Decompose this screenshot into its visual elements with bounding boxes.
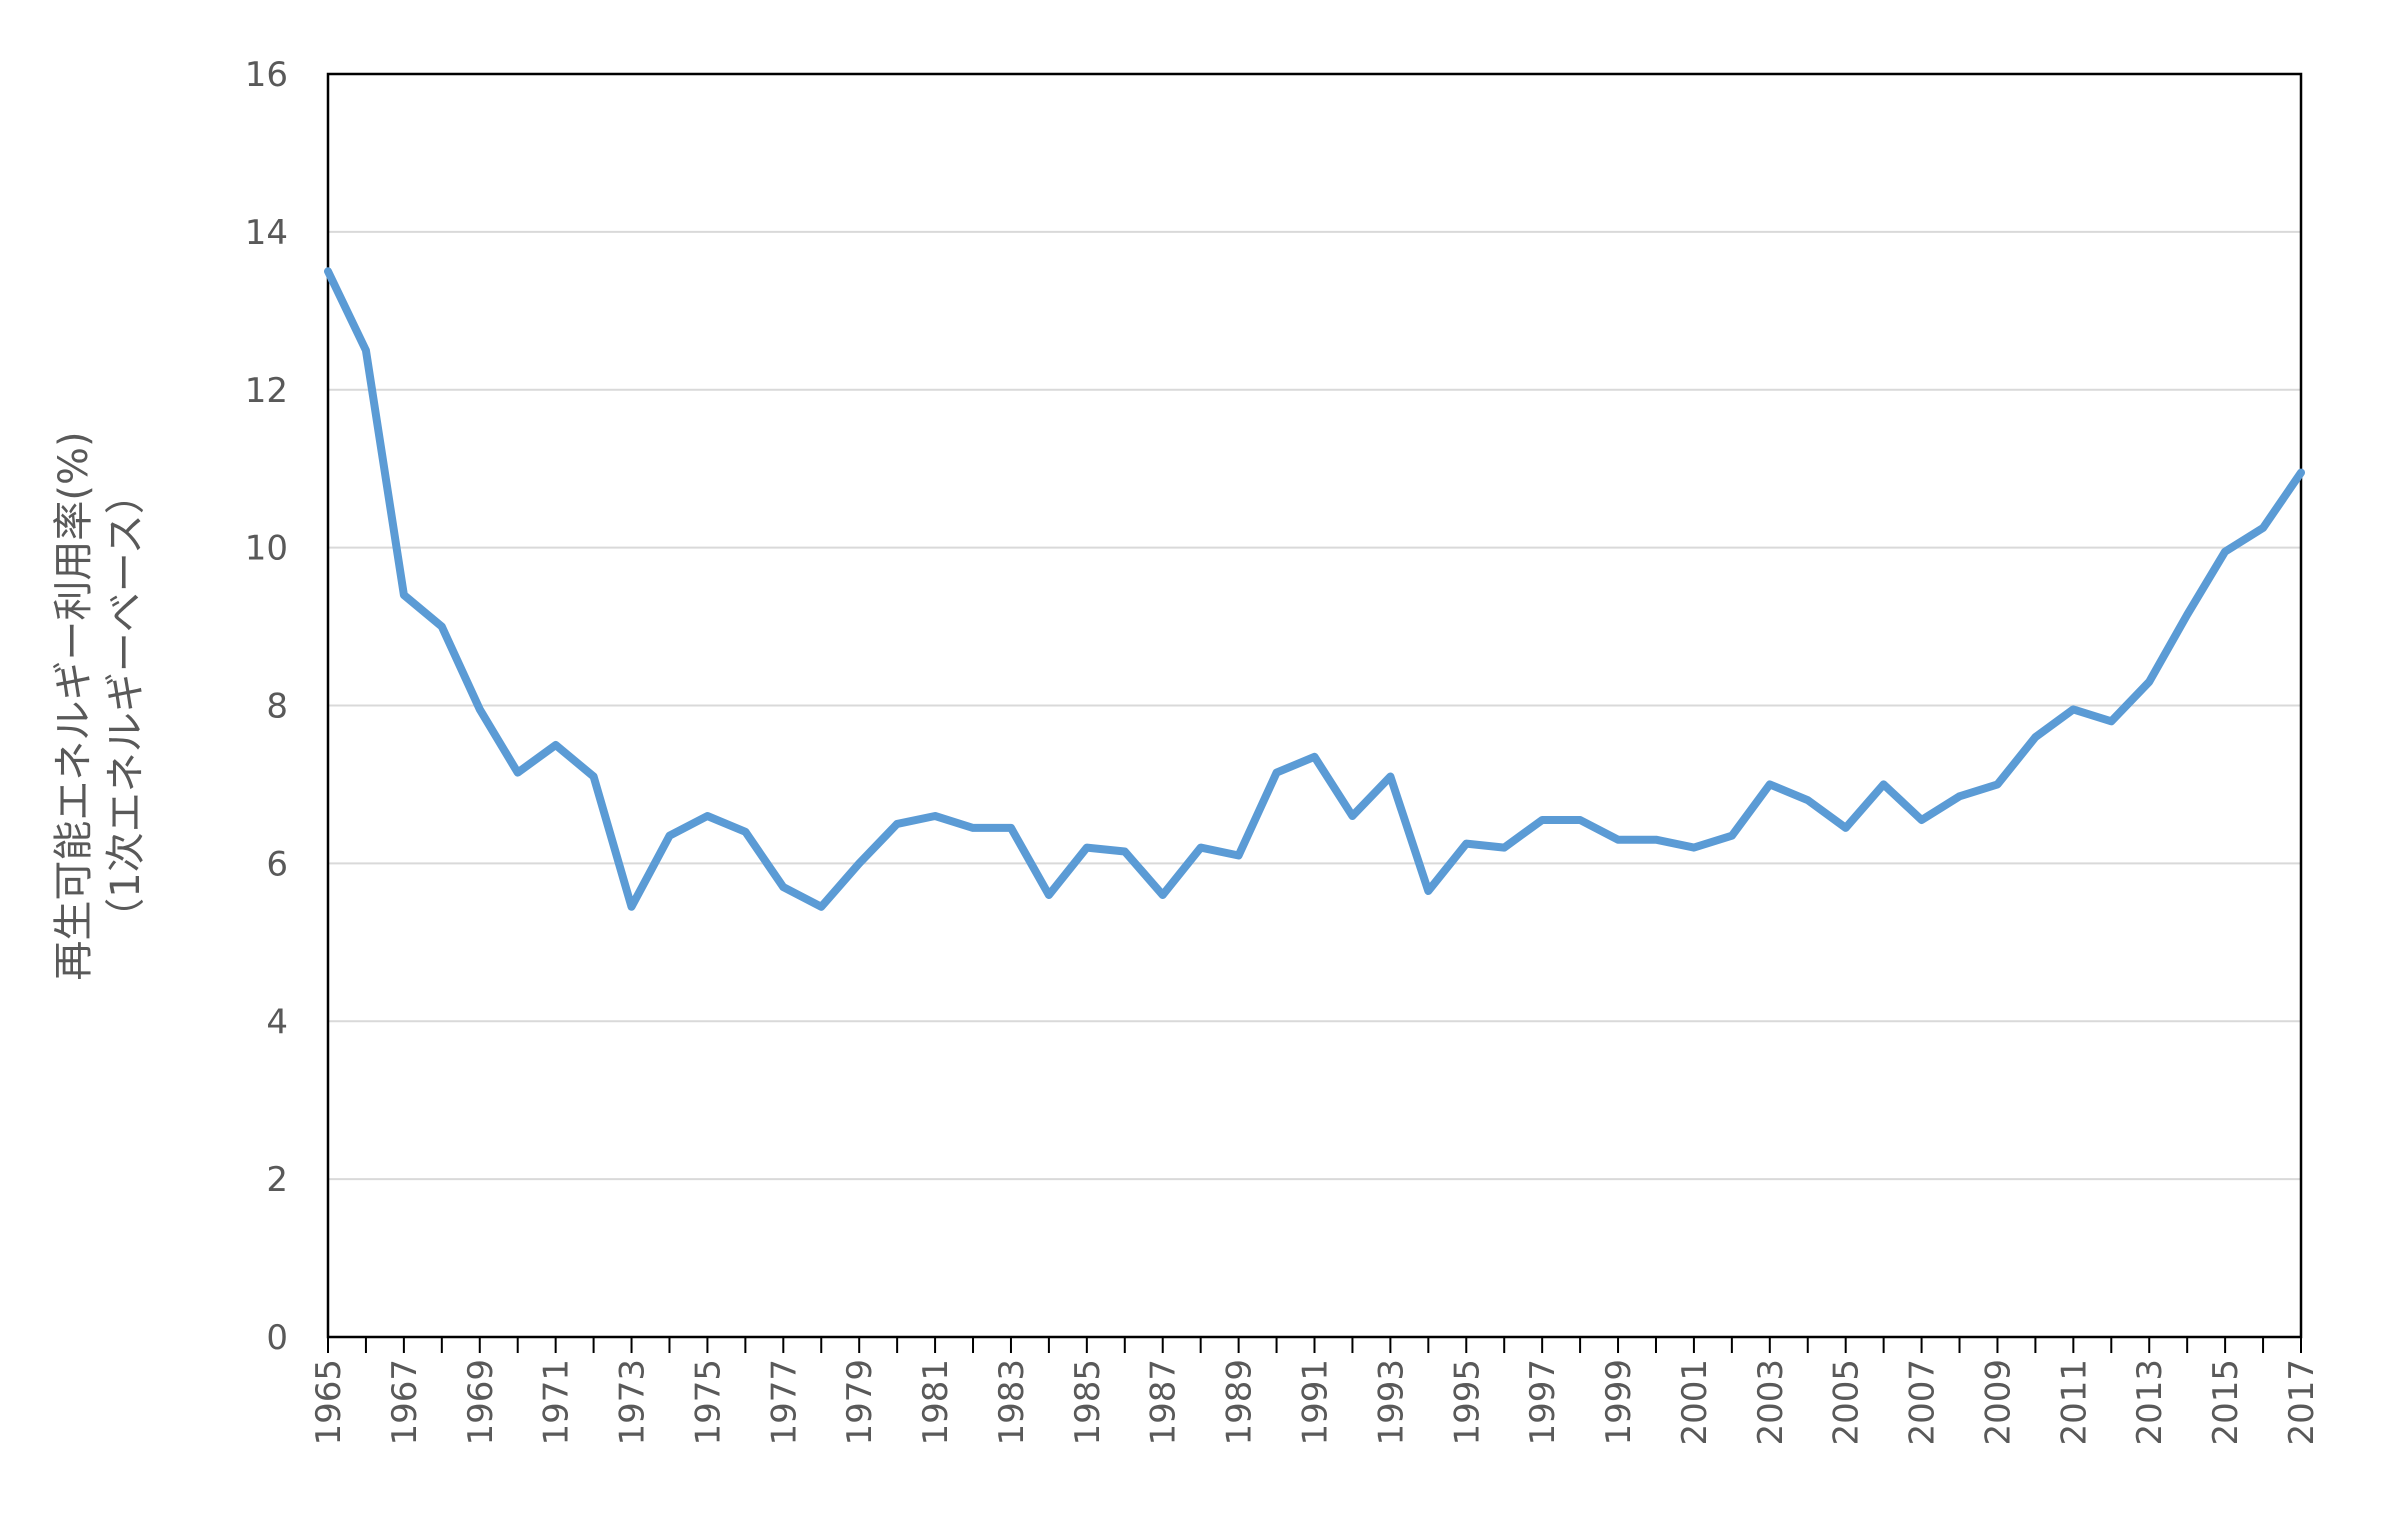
y-tick-label: 10 <box>245 529 288 569</box>
y-tick-label: 8 <box>266 687 288 727</box>
x-tick-label: 1983 <box>992 1359 1032 1446</box>
data-point-1966 <box>362 347 369 354</box>
x-tick-label: 2001 <box>1675 1359 1715 1446</box>
data-point-1970 <box>514 769 521 776</box>
x-tick-label: 1999 <box>1599 1359 1639 1446</box>
x-tick-label: 1995 <box>1447 1359 1487 1446</box>
y-axis-title-line-1: 再生可能エネルギー利用率(%) <box>51 431 97 980</box>
data-point-1981 <box>932 813 939 820</box>
data-point-2016 <box>2260 524 2267 531</box>
x-tick-label: 2007 <box>1903 1359 1943 1446</box>
data-point-1975 <box>704 813 711 820</box>
y-axis-title: 再生可能エネルギー利用率(%) （1次エネルギーベース） <box>51 431 149 980</box>
data-point-1976 <box>742 828 749 835</box>
y-tick-label: 16 <box>245 55 288 95</box>
data-point-1987 <box>1159 891 1166 898</box>
y-tick-label: 14 <box>245 213 288 253</box>
y-tick-label: 12 <box>245 371 288 411</box>
data-point-2002 <box>1728 832 1735 839</box>
data-point-1969 <box>476 706 483 713</box>
data-point-1993 <box>1387 773 1394 780</box>
data-point-2015 <box>2222 548 2229 555</box>
x-tick-label: 1997 <box>1523 1359 1563 1446</box>
data-point-1982 <box>970 824 977 831</box>
data-point-2007 <box>1918 816 1925 823</box>
x-tick-label: 1969 <box>461 1359 501 1446</box>
data-point-1991 <box>1311 753 1318 760</box>
x-tick-label: 2017 <box>2282 1359 2322 1446</box>
data-point-1994 <box>1425 888 1432 895</box>
series-line <box>324 267 2305 911</box>
data-point-1973 <box>628 903 635 910</box>
data-point-2000 <box>1652 836 1659 843</box>
data-point-1990 <box>1273 769 1280 776</box>
x-tick-label: 1977 <box>764 1359 804 1446</box>
data-point-1974 <box>666 832 673 839</box>
data-point-1972 <box>590 773 597 780</box>
x-tick-label: 1975 <box>688 1359 728 1446</box>
data-point-1997 <box>1539 816 1546 823</box>
x-tick-label: 1965 <box>309 1359 349 1446</box>
x-tick-label: 1985 <box>1068 1359 1108 1446</box>
x-tick-label: 2011 <box>2054 1359 2094 1446</box>
x-tick-label: 2003 <box>1751 1359 1791 1446</box>
data-point-1971 <box>552 741 559 748</box>
x-tick-label: 1993 <box>1371 1359 1411 1446</box>
x-tick-label: 1989 <box>1220 1359 1260 1446</box>
data-point-1967 <box>400 591 407 598</box>
data-point-2006 <box>1880 781 1887 788</box>
data-point-1999 <box>1615 836 1622 843</box>
data-point-1989 <box>1235 852 1242 859</box>
y-tick-label: 6 <box>266 844 288 884</box>
data-point-1977 <box>780 884 787 891</box>
data-point-2011 <box>2070 706 2077 713</box>
x-axis-tick-labels: 1965 1967 1969 1971 1973 1975 1977 1979 1981 1983… <box>309 1359 2322 1446</box>
data-point-1988 <box>1197 844 1204 851</box>
x-tick-label: 2005 <box>1827 1359 1867 1446</box>
series-layer <box>324 267 2305 911</box>
y-tick-label: 2 <box>266 1160 288 1200</box>
data-point-2008 <box>1956 793 1963 800</box>
data-point-1980 <box>894 820 901 827</box>
data-point-2005 <box>1842 824 1849 831</box>
data-point-2004 <box>1804 797 1811 804</box>
y-axis-title-line-2: （1次エネルギーベース） <box>103 474 149 937</box>
x-tick-label: 2009 <box>1978 1359 2018 1446</box>
data-point-2012 <box>2108 718 2115 725</box>
gridlines <box>328 230 2301 1181</box>
data-point-2009 <box>1994 781 2001 788</box>
x-tick-label: 1971 <box>537 1359 577 1446</box>
x-tick-label: 1991 <box>1296 1359 1336 1446</box>
data-point-1968 <box>438 623 445 630</box>
x-tick-label: 2013 <box>2130 1359 2170 1446</box>
x-tick-label: 2015 <box>2206 1359 2246 1446</box>
x-tick-label: 1967 <box>385 1359 425 1446</box>
data-point-2014 <box>2184 611 2191 618</box>
data-point-2001 <box>1690 844 1697 851</box>
y-tick-label: 4 <box>266 1002 288 1042</box>
y-axis-tick-labels: 0 2 4 6 8 10 12 14 16 <box>245 55 288 1358</box>
data-point-1986 <box>1121 848 1128 855</box>
x-tick-label: 1973 <box>613 1359 653 1446</box>
x-tick-label: 1979 <box>840 1359 880 1446</box>
x-axis-ticks <box>327 1337 2302 1353</box>
data-point-1978 <box>818 903 825 910</box>
data-point-2003 <box>1766 781 1773 788</box>
data-point-1979 <box>856 860 863 867</box>
data-point-1992 <box>1349 813 1356 820</box>
x-tick-label: 1987 <box>1144 1359 1184 1446</box>
data-point-1998 <box>1577 816 1584 823</box>
data-point-1985 <box>1083 844 1090 851</box>
data-point-1965 <box>325 268 331 275</box>
data-point-1996 <box>1501 844 1508 851</box>
data-point-1984 <box>1045 891 1052 898</box>
data-point-1995 <box>1463 840 1470 847</box>
y-tick-label: 0 <box>266 1318 288 1358</box>
data-point-1983 <box>1007 824 1014 831</box>
x-tick-label: 1981 <box>916 1359 956 1446</box>
data-point-2017 <box>2298 469 2304 476</box>
data-point-2010 <box>2032 734 2039 741</box>
data-point-2013 <box>2146 678 2153 685</box>
